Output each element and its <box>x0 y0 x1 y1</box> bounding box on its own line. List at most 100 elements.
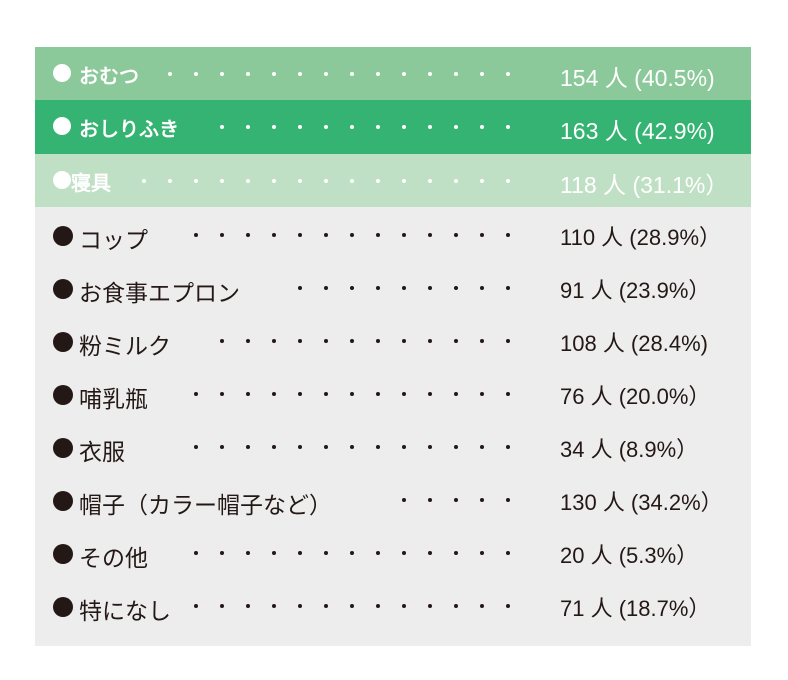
leader-dot <box>272 72 276 76</box>
leader-dot <box>168 72 172 76</box>
leader-dot <box>220 72 224 76</box>
leader-dot <box>220 604 224 608</box>
leader-dot <box>480 72 484 76</box>
leader-dot <box>454 233 458 237</box>
leader-dot <box>454 445 458 449</box>
leader-dot <box>142 179 146 183</box>
leader-dot <box>428 498 432 502</box>
leader-dot <box>428 604 432 608</box>
leader-dot <box>480 125 484 129</box>
bullet-icon <box>53 117 71 135</box>
item-value: 130 人 (34.2%） <box>560 490 723 515</box>
list-item-none: 特になし 71 人 (18.7%） <box>35 578 751 631</box>
item-label: 粉ミルク <box>79 334 171 360</box>
item-label: コップ <box>79 228 148 254</box>
leader-dot <box>454 179 458 183</box>
leader-dot <box>376 125 380 129</box>
leader-dot <box>376 179 380 183</box>
leader-dot <box>376 445 380 449</box>
leader-dot <box>402 604 406 608</box>
leader-dot <box>428 551 432 555</box>
bullet-icon <box>53 226 73 246</box>
leader-dot <box>480 498 484 502</box>
bullet-icon <box>53 64 71 82</box>
leader-dot <box>402 179 406 183</box>
leader-dot <box>246 445 250 449</box>
leader-dot <box>428 179 432 183</box>
item-value: 118 人 (31.1%） <box>560 172 729 198</box>
item-value: 71 人 (18.7%） <box>560 596 711 621</box>
leader-dot <box>194 604 198 608</box>
leader-dot <box>220 339 224 343</box>
leader-dot <box>220 233 224 237</box>
leader-dot <box>428 339 432 343</box>
dot-leader <box>35 391 751 397</box>
dot-leader <box>35 285 751 291</box>
leader-dot <box>428 286 432 290</box>
bullet-icon <box>53 438 73 458</box>
item-label: 特になし <box>79 599 171 625</box>
leader-dot <box>376 604 380 608</box>
leader-dot <box>376 339 380 343</box>
leader-dot <box>298 339 302 343</box>
leader-dot <box>454 498 458 502</box>
leader-dot <box>376 72 380 76</box>
leader-dot <box>506 286 510 290</box>
leader-dot <box>324 179 328 183</box>
leader-dot <box>272 445 276 449</box>
leader-dot <box>428 72 432 76</box>
leader-dot <box>428 392 432 396</box>
dot-leader <box>35 338 751 344</box>
leader-dot <box>272 392 276 396</box>
leader-dot <box>324 392 328 396</box>
leader-dot <box>402 392 406 396</box>
list-item-cup: コップ 110 人 (28.9%） <box>35 207 751 260</box>
leader-dot <box>298 125 302 129</box>
leader-dot <box>506 445 510 449</box>
leader-dot <box>272 604 276 608</box>
leader-dot <box>428 125 432 129</box>
item-label: 寝具 <box>71 171 111 195</box>
item-label: おしりふき <box>79 117 179 141</box>
leader-dot <box>298 233 302 237</box>
leader-dot <box>272 125 276 129</box>
leader-dot <box>220 551 224 555</box>
leader-dot <box>298 604 302 608</box>
leader-dot <box>454 125 458 129</box>
leader-dot <box>298 286 302 290</box>
leader-dot <box>454 72 458 76</box>
leader-dot <box>298 551 302 555</box>
bullet-icon <box>53 385 73 405</box>
leader-dot <box>324 72 328 76</box>
leader-dot <box>194 445 198 449</box>
item-label: お食事エプロン <box>79 281 240 307</box>
leader-dot <box>272 339 276 343</box>
list-item-formula: 粉ミルク 108 人 (28.4%) <box>35 313 751 366</box>
leader-dot <box>298 179 302 183</box>
list-item-meal-apron: お食事エプロン 91 人 (23.9%） <box>35 260 751 313</box>
leader-dot <box>246 179 250 183</box>
bullet-icon <box>53 171 71 189</box>
leader-dot <box>454 392 458 396</box>
item-value: 76 人 (20.0%） <box>560 384 711 409</box>
leader-dot <box>506 392 510 396</box>
leader-dot <box>324 286 328 290</box>
dot-leader <box>35 497 751 503</box>
bullet-icon <box>53 279 73 299</box>
leader-dot <box>402 498 406 502</box>
leader-dot <box>350 604 354 608</box>
leader-dot <box>506 498 510 502</box>
leader-dot <box>350 72 354 76</box>
leader-dot <box>428 233 432 237</box>
leader-dot <box>480 392 484 396</box>
leader-dot <box>194 551 198 555</box>
leader-dot <box>480 233 484 237</box>
leader-dot <box>402 72 406 76</box>
leader-dot <box>454 604 458 608</box>
dot-leader <box>35 232 751 238</box>
leader-dot <box>194 392 198 396</box>
leader-dot <box>506 179 510 183</box>
bullet-icon <box>53 597 73 617</box>
bullet-icon <box>53 332 73 352</box>
leader-dot <box>506 125 510 129</box>
